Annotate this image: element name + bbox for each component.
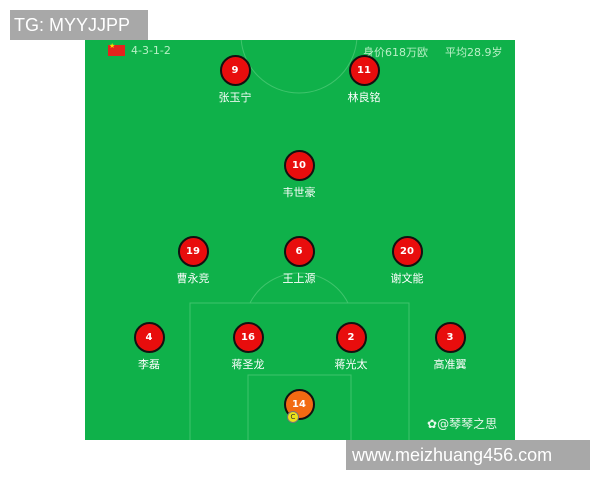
player-name: 曹永竞 bbox=[176, 272, 210, 285]
player-number: 20 bbox=[391, 236, 423, 267]
formation-pitch: 4-3-1-2 身价618万欧 平均28.9岁 9 张玉宁 11 林良铭 10 韦世豪 19… bbox=[85, 40, 515, 440]
player-marker[interactable]: 16 蒋圣龙 bbox=[208, 322, 288, 372]
player-number: 16 bbox=[232, 322, 264, 353]
player-name: 蒋光太 bbox=[334, 358, 368, 371]
player-marker[interactable]: 19 曹永竞 bbox=[153, 236, 233, 286]
credit-text: @琴琴之思 bbox=[437, 417, 498, 431]
player-number: 2 bbox=[335, 322, 367, 353]
player-number: 11 bbox=[348, 55, 380, 86]
captain-badge-icon: C bbox=[287, 411, 299, 423]
player-marker[interactable]: 9 张玉宁 bbox=[195, 55, 275, 105]
player-name: 韦世豪 bbox=[282, 186, 316, 199]
player-number: 3 bbox=[434, 322, 466, 353]
player-marker[interactable]: 3 高准翼 bbox=[410, 322, 490, 372]
watermark-bottom: www.meizhuang456.com bbox=[346, 440, 590, 470]
player-name: 张玉宁 bbox=[218, 91, 252, 104]
player-number: 19 bbox=[177, 236, 209, 267]
formation-label: 4-3-1-2 bbox=[131, 44, 171, 57]
china-flag-icon bbox=[108, 42, 125, 56]
player-name: 王上源 bbox=[282, 272, 316, 285]
watermark-top: TG: MYYJJPP bbox=[10, 10, 148, 40]
market-value: 身价618万欧 bbox=[363, 46, 428, 59]
player-marker[interactable]: 20 谢文能 bbox=[367, 236, 447, 286]
player-number: 9 bbox=[219, 55, 251, 86]
player-number: 4 bbox=[133, 322, 165, 353]
player-number: 10 bbox=[283, 150, 315, 181]
player-name: 蒋圣龙 bbox=[231, 358, 265, 371]
player-name: 高准翼 bbox=[433, 358, 467, 371]
player-number: 6 bbox=[283, 236, 315, 267]
player-name: 林良铭 bbox=[347, 91, 381, 104]
average-age: 平均28.9岁 bbox=[445, 46, 503, 59]
player-marker[interactable]: 2 蒋光太 bbox=[311, 322, 391, 372]
player-name: 李磊 bbox=[138, 358, 160, 371]
player-marker[interactable]: 11 林良铭 bbox=[324, 55, 404, 105]
author-credit: ✿@琴琴之思 bbox=[427, 417, 498, 431]
pitch-lines bbox=[189, 40, 410, 440]
player-marker[interactable]: 14 C bbox=[259, 389, 339, 423]
player-marker[interactable]: 10 韦世豪 bbox=[259, 150, 339, 200]
player-marker[interactable]: 4 李磊 bbox=[109, 322, 189, 372]
player-name: 谢文能 bbox=[390, 272, 424, 285]
player-marker[interactable]: 6 王上源 bbox=[259, 236, 339, 286]
